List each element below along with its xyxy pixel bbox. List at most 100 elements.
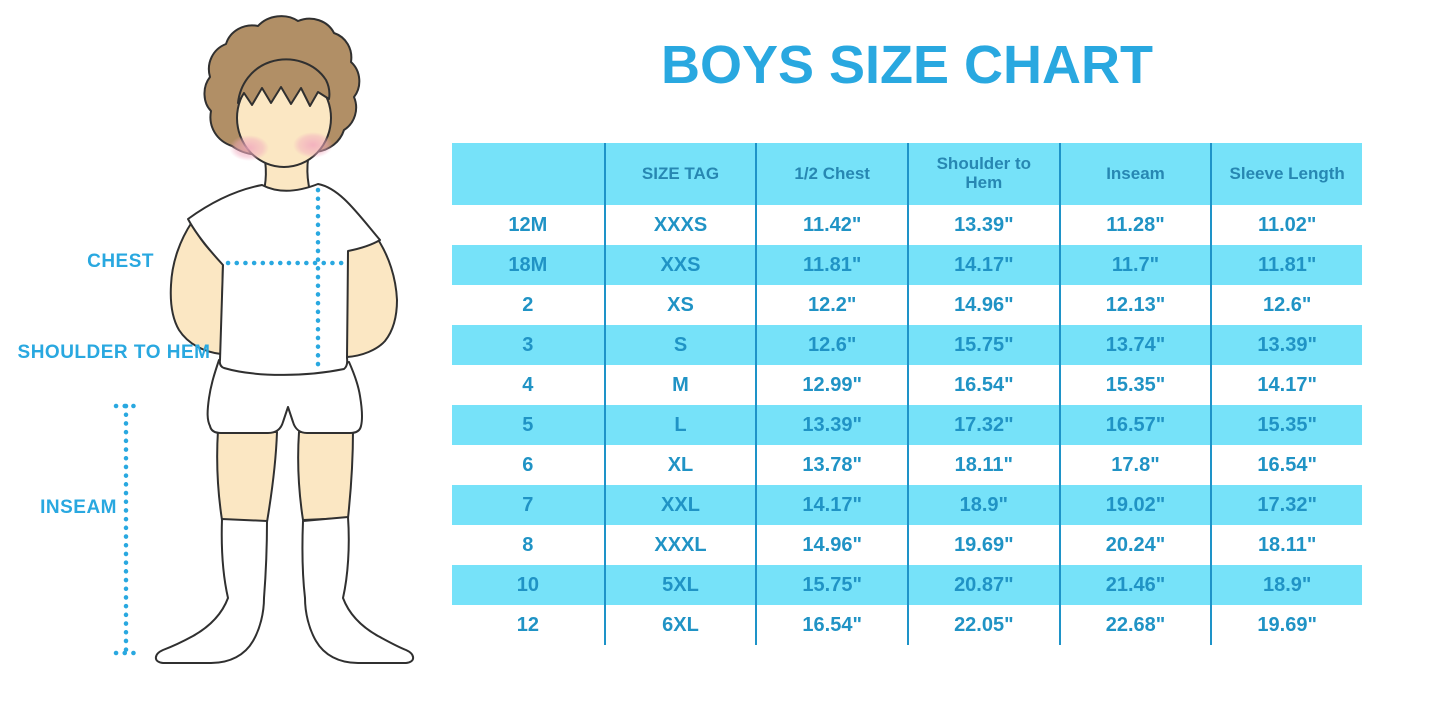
table-cell: 20.24" (1058, 525, 1211, 565)
inseam-label: INSEAM (40, 497, 117, 518)
table-cell: 6XL (603, 605, 756, 645)
table-cell: 11.7" (1058, 245, 1211, 285)
table-cell: XXXS (603, 205, 756, 245)
table-cell: 14.96" (907, 285, 1059, 325)
table-cell: XXS (603, 245, 756, 285)
table-row: 12M XXXS 11.42" 13.39" 11.28" 11.02" (452, 205, 1362, 245)
table-row: 3 S 12.6" 15.75" 13.74" 13.39" (452, 325, 1362, 365)
table-cell: 5 (522, 414, 534, 436)
table-cell: 3 (522, 334, 534, 356)
size-table: SIZE TAG 1/2 Chest Shoulder to Hem Insea… (452, 143, 1362, 645)
table-cell: 21.46" (1058, 565, 1211, 605)
table-cell: 11.02" (1210, 205, 1362, 245)
boy-figure: CHEST SHOULDER TO HEM INSEAM (0, 0, 450, 723)
table-cell: 19.02" (1058, 485, 1211, 525)
table-cell: 2 (522, 294, 534, 316)
table-row: 6 XL 13.78" 18.11" 17.8" 16.54" (452, 445, 1362, 485)
table-cell: L (603, 405, 756, 445)
right-sock (301, 516, 415, 664)
table-cell: 13.39" (1210, 325, 1362, 365)
table-cell: 13.39" (907, 205, 1059, 245)
table-row: 12 6XL 16.54" 22.05" 22.68" 19.69" (452, 605, 1362, 645)
header-cell-sleeve-length: Sleeve Length (1210, 143, 1362, 205)
page-title: BOYS SIZE CHART (660, 35, 1154, 95)
right-arm (345, 237, 398, 358)
table-cell: 13.74" (1058, 325, 1211, 365)
right-leg (297, 429, 354, 521)
table-row: 4 M 12.99" 16.54" 15.35" 14.17" (452, 365, 1362, 405)
table-cell: 22.05" (907, 605, 1059, 645)
table-cell: XL (603, 445, 756, 485)
table-row: 18M XXS 11.81" 14.17" 11.7" 11.81" (452, 245, 1362, 285)
table-cell: 18.9" (907, 485, 1059, 525)
table-cell: M (603, 365, 756, 405)
table-cell: 16.54" (907, 365, 1059, 405)
header-cell-size-tag: SIZE TAG (603, 143, 756, 205)
table-cell: 19.69" (907, 525, 1059, 565)
table-cell: 14.17" (907, 245, 1059, 285)
header-cell-half-chest: 1/2 Chest (755, 143, 907, 205)
table-cell: 12M (508, 214, 548, 236)
table-row: 2 XS 12.2" 14.96" 12.13" 12.6" (452, 285, 1362, 325)
table-cell: 12.99" (755, 365, 907, 405)
table-cell: 16.57" (1058, 405, 1211, 445)
table-cell: 10 (516, 574, 539, 596)
table-cell: 17.32" (1210, 485, 1362, 525)
table-cell: 12 (516, 614, 539, 636)
table-cell: 11.42" (755, 205, 907, 245)
table-cell: 12.13" (1058, 285, 1211, 325)
table-row: 5 L 13.39" 17.32" 16.57" 15.35" (452, 405, 1362, 445)
left-cheek-blush (229, 135, 269, 161)
table-cell: 18M (508, 254, 548, 276)
table-cell: 13.39" (755, 405, 907, 445)
shoulder-to-hem-label: SHOULDER TO HEM (17, 342, 211, 363)
table-cell: 12.6" (755, 325, 907, 365)
right-cheek-blush (293, 132, 333, 158)
table-cell: 15.75" (755, 565, 907, 605)
left-sock (154, 518, 268, 664)
table-cell: 18.11" (1210, 525, 1362, 565)
table-cell: 14.17" (755, 485, 907, 525)
table-cell: 15.35" (1210, 405, 1362, 445)
left-leg (216, 429, 278, 523)
table-cell: 7 (522, 494, 534, 516)
table-cell: 12.2" (755, 285, 907, 325)
table-cell: XXXL (603, 525, 756, 565)
table-cell: 18.11" (907, 445, 1059, 485)
t-shirt (187, 183, 381, 376)
table-cell: 6 (522, 454, 534, 476)
table-cell: XXL (603, 485, 756, 525)
table-cell: 13.78" (755, 445, 907, 485)
table-cell: 11.81" (1210, 245, 1362, 285)
table-cell: 18.9" (1210, 565, 1362, 605)
table-cell: 4 (522, 374, 534, 396)
boy-figure-illustration (113, 15, 415, 664)
table-row: 7 XXL 14.17" 18.9" 19.02" 17.32" (452, 485, 1362, 525)
table-cell: 14.96" (755, 525, 907, 565)
table-cell: 11.28" (1058, 205, 1211, 245)
table-cell: S (603, 325, 756, 365)
table-cell: 19.69" (1210, 605, 1362, 645)
table-cell: 15.35" (1058, 365, 1211, 405)
table-cell: 16.54" (1210, 445, 1362, 485)
size-table-body: 12M XXXS 11.42" 13.39" 11.28" 11.02" 18M XXS 11.… (452, 205, 1362, 645)
table-cell: 11.81" (755, 245, 907, 285)
table-cell: 15.75" (907, 325, 1059, 365)
chest-label: CHEST (87, 251, 154, 272)
table-cell: 16.54" (755, 605, 907, 645)
table-cell: 22.68" (1058, 605, 1211, 645)
header-cell-size (452, 143, 604, 205)
header-cell-shoulder-to-hem: Shoulder to Hem (907, 143, 1059, 205)
table-cell: 17.8" (1058, 445, 1211, 485)
table-cell: XS (603, 285, 756, 325)
size-table-header: SIZE TAG 1/2 Chest Shoulder to Hem Insea… (452, 143, 1362, 205)
shorts (206, 359, 364, 434)
table-cell: 12.6" (1210, 285, 1362, 325)
table-cell: 17.32" (907, 405, 1059, 445)
table-row: 10 5XL 15.75" 20.87" 21.46" 18.9" (452, 565, 1362, 605)
table-cell: 20.87" (907, 565, 1059, 605)
table-row: 8 XXXL 14.96" 19.69" 20.24" 18.11" (452, 525, 1362, 565)
hair-fringe (237, 58, 331, 107)
table-cell: 8 (522, 534, 534, 556)
